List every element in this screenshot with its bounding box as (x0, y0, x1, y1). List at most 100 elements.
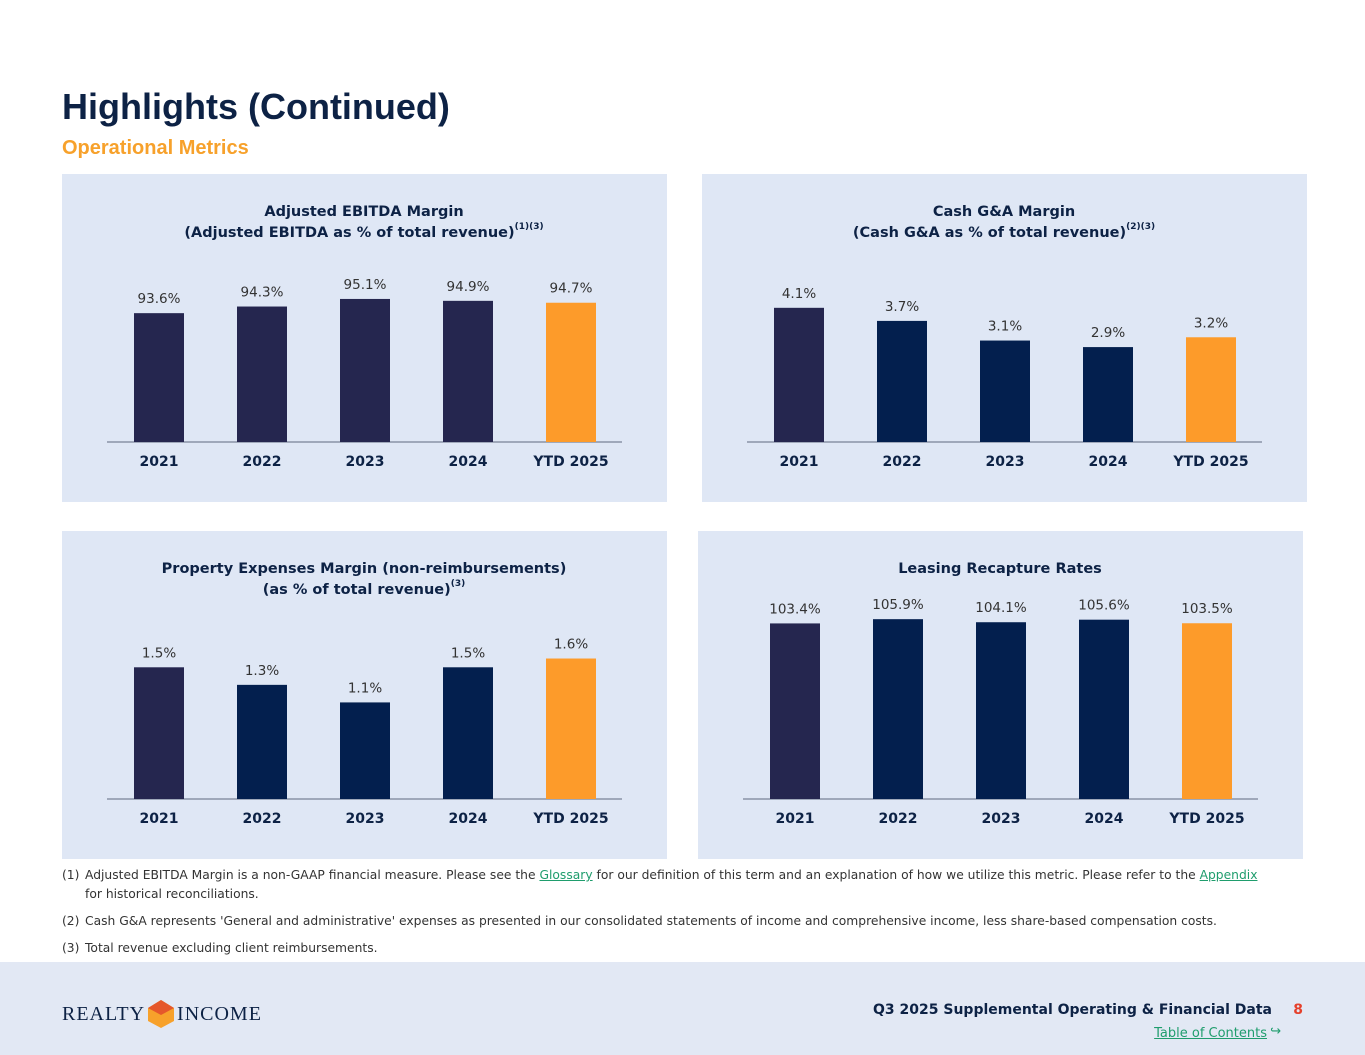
footnote-link[interactable]: Appendix (1199, 868, 1258, 882)
category-label: 2022 (879, 811, 918, 827)
chart-title: Adjusted EBITDA Margin (264, 204, 463, 220)
bar (1079, 619, 1129, 799)
category-label: 2021 (140, 454, 179, 470)
value-label: 3.7% (885, 299, 919, 315)
toc-arrow: ↪ (1270, 1024, 1281, 1039)
value-label: 105.9% (872, 597, 924, 613)
logo-icon (148, 1000, 175, 1028)
toc-link[interactable]: Table of Contents (1154, 1026, 1267, 1041)
chart-title: (Cash G&A as % of total revenue)(2)(3) (853, 222, 1155, 242)
footnote-part: for our definition of this term and an e… (592, 868, 1200, 882)
chart-title: (Adjusted EBITDA as % of total revenue)(… (184, 222, 543, 242)
category-label: 2024 (449, 454, 488, 470)
footnote-part: Adjusted EBITDA Margin is a non-GAAP fin… (85, 868, 540, 882)
chart-title: Property Expenses Margin (non-reimbursem… (162, 561, 567, 577)
footnote-text: Cash G&A represents 'General and adminis… (85, 912, 1217, 931)
chart: Adjusted EBITDA Margin (Adjusted EBITDA a… (107, 204, 622, 470)
chart-panel: Adjusted EBITDA Margin (Adjusted EBITDA a… (62, 174, 667, 502)
logo: REALTY INCOME (62, 999, 262, 1029)
bar (770, 623, 820, 799)
footer: REALTY INCOME Q3 2025 Supplemental Opera… (0, 962, 1365, 1055)
value-label: 1.3% (245, 663, 279, 679)
chart: Property Expenses Margin (non-reimbursem… (107, 561, 622, 827)
chart-title-note: (3) (451, 579, 466, 589)
value-label: 1.5% (142, 645, 176, 661)
category-label: 2021 (776, 811, 815, 827)
category-label: 2021 (780, 454, 819, 470)
value-label: 1.5% (451, 645, 485, 661)
chart-title: (as % of total revenue)(3) (263, 579, 466, 599)
document-name: Q3 2025 Supplemental Operating & Financi… (873, 1002, 1272, 1018)
page-subtitle: Operational Metrics (62, 137, 249, 159)
category-label: 2023 (986, 454, 1025, 470)
chart-panel: Property Expenses Margin (non-reimbursem… (62, 531, 667, 859)
value-label: 94.9% (447, 279, 490, 295)
chart-title-line: Leasing Recapture Rates (898, 561, 1102, 577)
value-label: 4.1% (782, 286, 816, 302)
chart-title-line: (as % of total revenue) (263, 582, 451, 598)
chart-panel: Cash G&A Margin (Cash G&A as % of total r… (702, 174, 1307, 502)
chart-title-line: Property Expenses Margin (non-reimbursem… (162, 561, 567, 577)
bar (1182, 623, 1232, 799)
chart-title: Leasing Recapture Rates (898, 561, 1102, 577)
bar (546, 302, 596, 442)
category-label: 2024 (1085, 811, 1124, 827)
footnote: (2) Cash G&A represents 'General and admi… (62, 912, 1262, 931)
footnote-part: Total revenue excluding client reimburse… (85, 941, 378, 955)
value-label: 2.9% (1091, 325, 1125, 341)
category-label: YTD 2025 (532, 454, 608, 470)
page-title: Highlights (Continued) (62, 86, 450, 127)
category-label: 2022 (243, 811, 282, 827)
footnote-text: Adjusted EBITDA Margin is a non-GAAP fin… (85, 866, 1262, 904)
value-label: 93.6% (138, 291, 181, 307)
bar (546, 658, 596, 799)
bar (980, 340, 1030, 442)
bar (873, 619, 923, 799)
footnote: (3) Total revenue excluding client reimbu… (62, 939, 1262, 958)
footnote-marker: (3) (62, 941, 80, 955)
value-label: 104.1% (975, 600, 1027, 616)
category-label: 2023 (346, 454, 385, 470)
footnote-marker: (1) (62, 868, 80, 882)
chart: Leasing Recapture Rates 103.4% 2021 105.9% 2… (743, 561, 1258, 827)
category-label: YTD 2025 (1172, 454, 1248, 470)
footnote-part: Cash G&A represents 'General and adminis… (85, 914, 1217, 928)
chart: Cash G&A Margin (Cash G&A as % of total r… (747, 204, 1262, 470)
chart-title-note: (2)(3) (1126, 222, 1155, 232)
value-label: 105.6% (1078, 598, 1130, 614)
footnote-link[interactable]: Glossary (539, 868, 593, 882)
bar (340, 702, 390, 799)
bar (134, 313, 184, 442)
value-label: 94.7% (550, 281, 593, 297)
bar (340, 298, 390, 442)
value-label: 3.1% (988, 319, 1022, 335)
page-number: 8 (1293, 1002, 1303, 1018)
bar (877, 320, 927, 442)
chart-title-line: (Adjusted EBITDA as % of total revenue) (184, 225, 514, 241)
category-label: YTD 2025 (1168, 811, 1244, 827)
category-label: 2022 (243, 454, 282, 470)
footnote: (1) Adjusted EBITDA Margin is a non-GAAP … (62, 866, 1262, 904)
category-label: YTD 2025 (532, 811, 608, 827)
category-label: 2024 (449, 811, 488, 827)
value-label: 1.1% (348, 680, 382, 696)
category-label: 2024 (1089, 454, 1128, 470)
bar (237, 306, 287, 442)
logo-text: REALTY (62, 1002, 146, 1025)
chart-title-line: Cash G&A Margin (933, 204, 1075, 220)
bar (134, 667, 184, 799)
footnote-text: Total revenue excluding client reimburse… (85, 939, 378, 958)
chart-title-line: (Cash G&A as % of total revenue) (853, 225, 1126, 241)
bar (443, 667, 493, 799)
chart-title-note: (1)(3) (515, 222, 544, 232)
footnote-part: for historical reconciliations. (85, 887, 259, 901)
value-label: 95.1% (344, 277, 387, 293)
footnote-marker: (2) (62, 914, 80, 928)
value-label: 3.2% (1194, 315, 1228, 331)
chart-panel: Leasing Recapture Rates 103.4% 2021 105.9% 2… (698, 531, 1303, 859)
value-label: 1.6% (554, 637, 588, 653)
chart-title: Cash G&A Margin (933, 204, 1075, 220)
bar (976, 622, 1026, 799)
chart-title-line: Adjusted EBITDA Margin (264, 204, 463, 220)
